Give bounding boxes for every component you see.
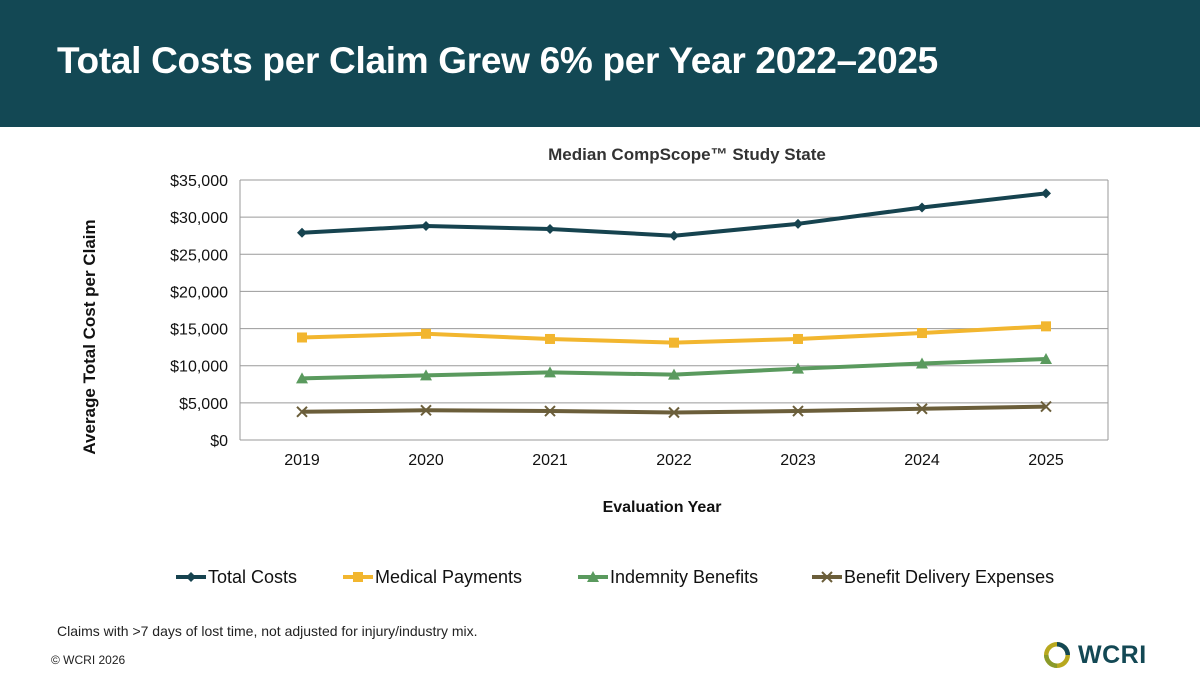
y-tick-label: $5,000 [179, 396, 228, 413]
x-tick-label: 2023 [780, 452, 816, 469]
data-point [297, 332, 307, 343]
data-point [1040, 400, 1052, 413]
data-point [793, 218, 803, 229]
legend-label: Benefit Delivery Expenses [844, 567, 1054, 587]
legend-marker [587, 571, 599, 582]
data-point [1040, 353, 1052, 365]
legend-label: Medical Payments [375, 567, 522, 587]
data-point [545, 224, 555, 235]
data-point [421, 328, 431, 339]
data-point [669, 230, 679, 241]
legend-label: Total Costs [208, 567, 297, 587]
data-point [544, 405, 556, 417]
data-point [297, 227, 307, 238]
series-line-total-costs [301, 191, 1047, 238]
y-tick-label: $0 [210, 433, 228, 450]
y-tick-label: $10,000 [170, 359, 228, 376]
data-point [1041, 188, 1051, 199]
y-tick-label: $35,000 [170, 173, 228, 190]
y-tick-label: $25,000 [170, 247, 228, 264]
x-tick-label: 2022 [656, 452, 692, 469]
y-tick-label: $15,000 [170, 322, 228, 339]
data-point [917, 202, 927, 213]
y-axis-label: Average Total Cost per Claim [80, 219, 99, 454]
logo-text: WCRI [1078, 640, 1147, 669]
data-point [544, 366, 556, 378]
legend-marker [353, 572, 363, 582]
data-point [296, 406, 308, 418]
data-point [420, 369, 432, 381]
data-point [1041, 321, 1051, 332]
legend-marker [186, 572, 196, 582]
data-point [916, 357, 928, 369]
data-point [421, 221, 431, 232]
data-point [669, 337, 679, 348]
line-chart: Median CompScope™ Study State $0 $5,000 $10… [80, 145, 1109, 587]
data-point [916, 403, 928, 415]
footnote: Claims with >7 days of lost time, not ad… [57, 623, 478, 639]
y-tick-label: $20,000 [170, 284, 228, 301]
legend-marker [821, 571, 833, 583]
data-point [792, 362, 804, 374]
copyright: © WCRI 2026 [51, 653, 126, 667]
page-title: Total Costs per Claim Grew 6% per Year 2… [57, 40, 938, 81]
wcri-logo-icon [1044, 642, 1070, 668]
wcri-logo: WCRI [1042, 639, 1147, 671]
data-point [793, 333, 803, 344]
title-banner: Total Costs per Claim Grew 6% per Year 2… [0, 0, 1200, 127]
data-point [917, 328, 927, 339]
data-point [668, 406, 680, 419]
x-tick-label: 2024 [904, 452, 940, 469]
chart-title: Median CompScope™ Study State [548, 145, 826, 164]
data-point [545, 333, 555, 344]
data-point [668, 368, 680, 380]
x-tick-label: 2025 [1028, 452, 1064, 469]
x-axis-label: Evaluation Year [603, 499, 722, 516]
x-tick-label: 2021 [532, 452, 568, 469]
x-tick-label: 2019 [284, 452, 320, 469]
x-tick-label: 2020 [408, 452, 444, 469]
data-point [296, 372, 308, 384]
data-point [420, 404, 432, 416]
legend-label: Indemnity Benefits [610, 567, 758, 587]
y-tick-label: $30,000 [170, 210, 228, 227]
data-point [792, 405, 804, 417]
